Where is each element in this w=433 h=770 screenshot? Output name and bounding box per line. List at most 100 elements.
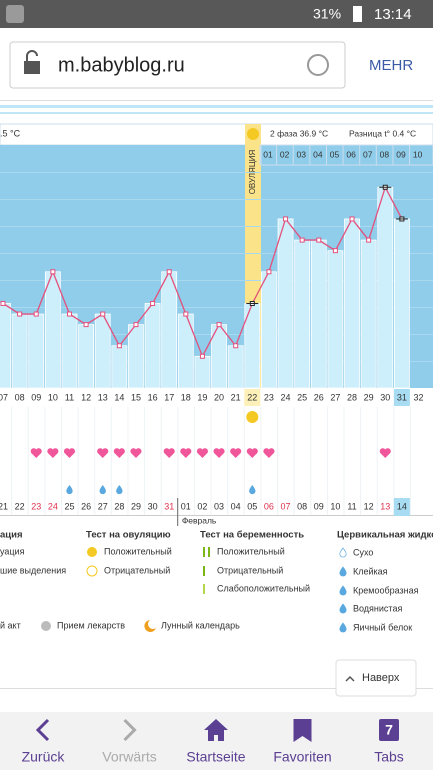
- intercourse: [113, 448, 125, 458]
- nav-label[interactable]: Favoriten: [273, 749, 331, 765]
- date: 07: [281, 501, 291, 511]
- date: 31: [164, 501, 174, 511]
- date: 04: [231, 501, 241, 511]
- day-label: 28: [347, 392, 357, 402]
- legend-item: Прием лекарств: [57, 620, 125, 630]
- day-label: 21: [231, 392, 241, 402]
- date: 06: [264, 501, 274, 511]
- date: 02: [197, 501, 207, 511]
- intercourse: [47, 448, 59, 458]
- nav-label[interactable]: Tabs: [374, 749, 404, 765]
- col-line: [343, 407, 345, 515]
- bar: [294, 239, 311, 389]
- difference: Разница t° 0.4 °C: [349, 128, 416, 138]
- temperature-point: [116, 343, 122, 349]
- intercourse: [163, 448, 175, 458]
- col-line: [260, 407, 262, 515]
- fluid: [66, 485, 73, 495]
- col-line: [326, 407, 328, 515]
- cycle-day: 04: [313, 149, 323, 159]
- cycle-day: 07: [363, 149, 373, 159]
- legend-item: уация: [0, 546, 25, 556]
- temperature-point: [33, 311, 39, 317]
- scroll-top[interactable]: Наверх: [362, 672, 400, 684]
- legend-icon: [144, 620, 156, 632]
- day-label: 22: [247, 392, 257, 402]
- intercourse: [63, 448, 76, 458]
- bar: [327, 250, 344, 389]
- temperature-point: [332, 248, 338, 254]
- date: 05: [247, 501, 257, 511]
- legend-item: Положительный: [104, 546, 172, 556]
- reload[interactable]: [307, 54, 329, 76]
- grid-line: [0, 253, 433, 254]
- day-label: 25: [297, 392, 307, 402]
- legend-item: Кремообразная: [353, 585, 419, 595]
- legend-icon: [339, 622, 347, 633]
- temperature-point: [199, 353, 205, 359]
- menu[interactable]: MEHR: [369, 57, 413, 74]
- legend-icon: [86, 565, 98, 577]
- col-line: [127, 407, 129, 515]
- day-label: 31: [397, 392, 407, 402]
- fluid: [249, 485, 256, 495]
- header-sep: [309, 145, 311, 165]
- ovulation-day: [244, 389, 261, 406]
- date: 08: [297, 501, 307, 511]
- grid-line: [0, 226, 433, 227]
- bar: [111, 345, 128, 389]
- grid-line: [0, 307, 433, 308]
- bar: [360, 239, 377, 389]
- bar: [78, 324, 94, 389]
- col-line: [60, 407, 62, 515]
- lock-icon: [24, 61, 40, 74]
- date: 13: [380, 501, 390, 511]
- col-line: [393, 407, 395, 515]
- date: 24: [48, 501, 58, 511]
- bar: [128, 324, 144, 389]
- bar: [44, 271, 61, 389]
- temperature-point: [133, 322, 139, 328]
- ovulation-dot: [247, 128, 259, 140]
- stripe: [0, 105, 433, 108]
- date: 29: [131, 501, 141, 511]
- bar: [227, 345, 244, 389]
- legend-item: Водянистая: [353, 603, 402, 613]
- col-line: [293, 407, 295, 515]
- day-label: 11: [65, 392, 74, 402]
- legend-title: Тест на беременность: [200, 530, 304, 541]
- date: 27: [98, 501, 108, 511]
- scroll-top-button[interactable]: [335, 659, 417, 697]
- intercourse: [30, 448, 42, 458]
- col-line: [94, 407, 96, 515]
- nav-label[interactable]: Vorwärts: [102, 749, 156, 765]
- point-tick: [246, 302, 259, 304]
- nav-label[interactable]: Zurück: [22, 749, 66, 765]
- temperature-point: [183, 311, 189, 317]
- bar: [0, 303, 11, 389]
- grid-line: [0, 199, 433, 200]
- url-box[interactable]: [9, 41, 346, 89]
- cycle-day: 09: [396, 149, 406, 159]
- bar: [161, 271, 178, 389]
- intercourse: [379, 448, 391, 458]
- temperature-point: [233, 343, 239, 349]
- nav-label[interactable]: Startseite: [186, 749, 245, 765]
- legend-item: Отрицательный: [104, 565, 170, 575]
- date: 21: [0, 501, 8, 511]
- legend-icon: [41, 621, 51, 631]
- cycle-day: 02: [280, 149, 290, 159]
- date: 12: [364, 501, 374, 511]
- day-label: 12: [81, 392, 91, 402]
- day-label: 14: [114, 392, 124, 402]
- day-label: 26: [314, 392, 324, 402]
- temperature-point: [83, 322, 89, 328]
- nav-icon: [123, 718, 137, 742]
- col-line: [210, 407, 212, 515]
- col-line: [310, 407, 312, 515]
- status-bar: [0, 0, 433, 28]
- legend-item: Клейкая: [353, 566, 388, 576]
- bar: [344, 218, 360, 389]
- temperature-point: [100, 311, 106, 317]
- temperature-point: [266, 269, 272, 275]
